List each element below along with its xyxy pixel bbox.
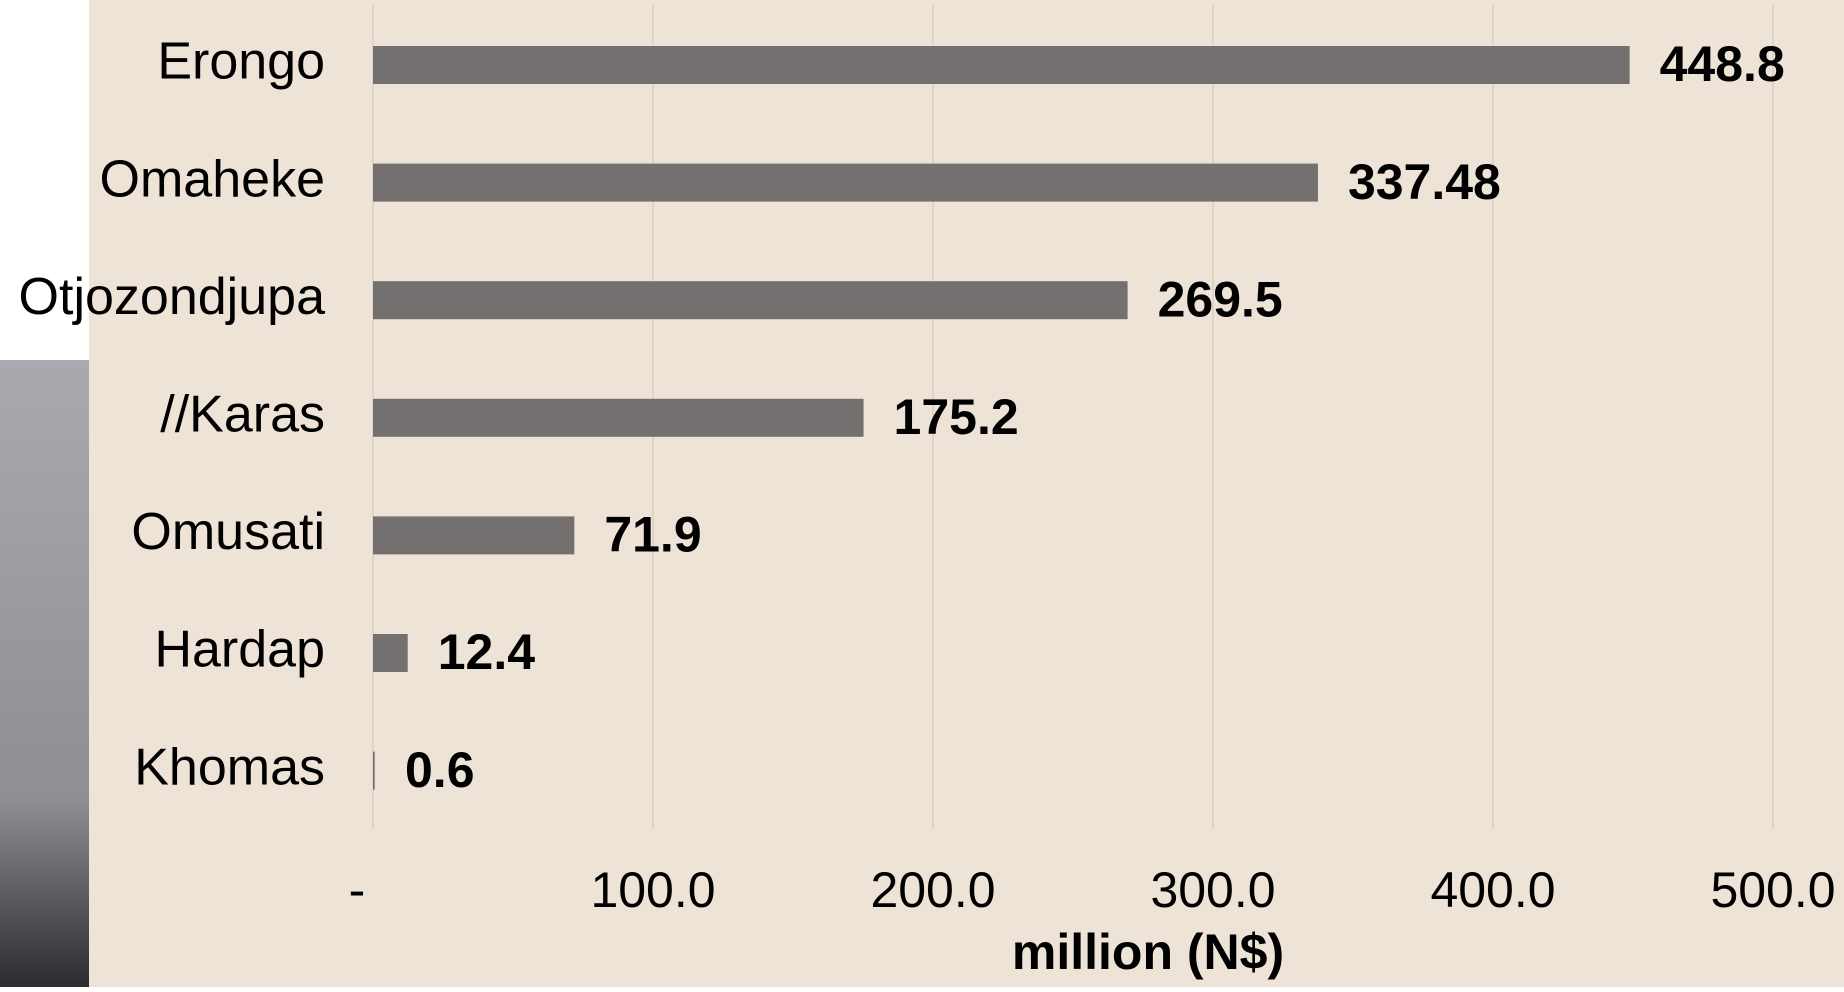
chart-background [89, 0, 1844, 987]
x-tick-label: - [349, 862, 366, 918]
value-label: 0.6 [405, 742, 475, 798]
value-label: 269.5 [1158, 271, 1283, 327]
x-tick-label: 400.0 [1430, 862, 1555, 918]
bar [373, 399, 864, 437]
bar [373, 752, 375, 790]
bar [373, 516, 574, 554]
x-tick-label: 200.0 [870, 862, 995, 918]
y-tick-label: Omusati [131, 503, 325, 561]
y-tick-label: Khomas [134, 738, 325, 796]
y-tick-label: Otjozondjupa [19, 268, 326, 326]
bar [373, 281, 1128, 319]
bar [373, 634, 408, 672]
x-tick-label: 300.0 [1150, 862, 1275, 918]
x-tick-label: 100.0 [590, 862, 715, 918]
y-tick-label: Hardap [154, 621, 325, 679]
value-label: 175.2 [894, 389, 1019, 445]
value-label: 337.48 [1348, 154, 1501, 210]
x-tick-label: 500.0 [1710, 862, 1835, 918]
y-tick-label: Erongo [157, 33, 325, 91]
value-label: 71.9 [604, 507, 701, 563]
chart: million (N$) - 100.0 200.0 300.0 400.0 500.0 E… [0, 0, 1844, 987]
left-photo [0, 360, 89, 987]
bar [373, 164, 1318, 202]
value-label: 12.4 [438, 624, 536, 680]
bar [373, 46, 1630, 84]
y-tick-label: Omaheke [100, 150, 325, 208]
value-label: 448.8 [1660, 36, 1785, 92]
x-axis-title: million (N$) [1012, 924, 1284, 980]
y-tick-label: //Karas [160, 386, 325, 444]
page: million (N$) - 100.0 200.0 300.0 400.0 500.0 E… [0, 0, 1844, 987]
